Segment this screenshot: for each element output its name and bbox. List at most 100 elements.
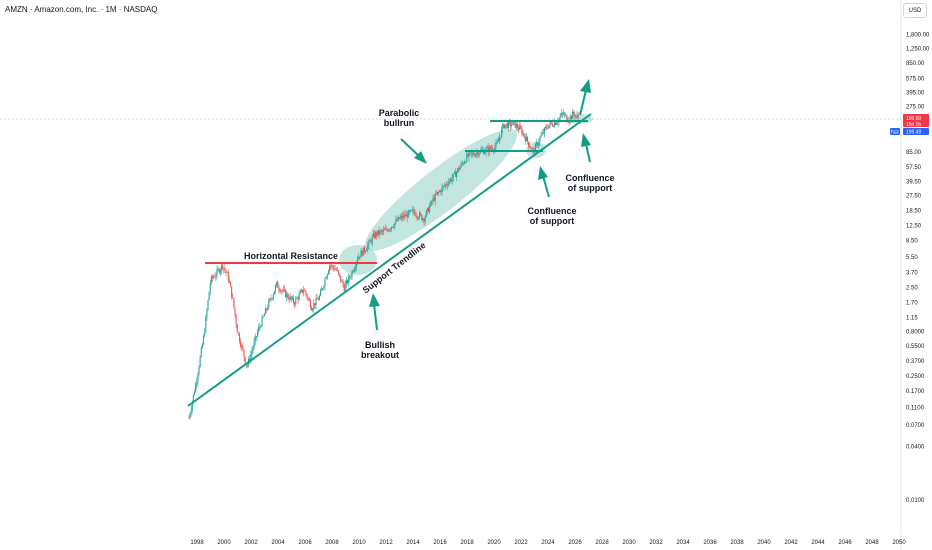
candle-body: [549, 122, 551, 125]
parabolic-label-2: bullrun: [384, 118, 415, 128]
time-axis[interactable]: 1998 2000 2002 2004 2006 2008 2010 2012 2014 2016…: [190, 540, 906, 546]
confluence-arrow-2-icon: [581, 133, 591, 163]
candle-body: [200, 348, 202, 357]
candle-body: [441, 187, 443, 193]
candle-body: [286, 293, 288, 298]
candle-body: [306, 294, 308, 298]
breakout-label-2: breakout: [361, 350, 399, 360]
candle-body: [496, 142, 498, 143]
candle-body: [317, 299, 319, 301]
candle-body: [567, 121, 569, 123]
resistance-label: Horizontal Resistance: [244, 251, 338, 261]
candle-body: [229, 282, 232, 287]
candle-body: [207, 300, 209, 310]
candle-body: [515, 124, 517, 128]
candle-body: [236, 324, 238, 333]
candle-body: [258, 327, 260, 332]
currency-button[interactable]: USD: [903, 3, 927, 18]
candle-body: [201, 344, 203, 349]
candle-body: [223, 267, 225, 269]
candle-body: [291, 297, 293, 300]
x-tick-label: 2002: [244, 540, 258, 546]
candle-body: [324, 278, 326, 286]
candle-body: [386, 228, 388, 230]
x-tick-label: 2012: [379, 540, 393, 546]
candle-body: [190, 409, 192, 414]
candle-body: [218, 269, 220, 273]
candle-body: [314, 303, 316, 306]
candle-body: [277, 281, 279, 288]
candle-body: [315, 298, 317, 306]
tag-price-value: 199.49: [906, 130, 922, 136]
candle-body: [202, 336, 205, 345]
candle-body: [538, 142, 540, 146]
candle-body: [327, 270, 329, 275]
candle-body: [210, 276, 212, 284]
breakout-label-1: Bullish: [365, 340, 395, 350]
candle-body: [476, 152, 478, 154]
candle-body: [278, 287, 280, 290]
candle-body: [438, 191, 440, 193]
candle-body: [552, 125, 554, 127]
candle-body: [555, 122, 557, 125]
candle-body: [331, 265, 333, 267]
candle-body: [544, 127, 547, 128]
candle-body: [352, 271, 354, 272]
candle-body: [370, 240, 372, 243]
candle-body: [427, 207, 430, 212]
candle-body: [287, 293, 289, 299]
candle-body: [310, 307, 313, 311]
candle-body: [249, 358, 251, 361]
candle-body: [394, 222, 396, 227]
candle-body: [487, 147, 489, 153]
candle-body: [195, 384, 197, 393]
candle-body: [452, 173, 454, 178]
candle-body: [376, 232, 378, 236]
candle-body: [562, 113, 565, 115]
candle-body: [561, 113, 563, 114]
candle-body: [363, 247, 365, 252]
candle-body: [565, 114, 567, 116]
candle-body: [390, 226, 392, 230]
candle-body: [490, 148, 493, 150]
candle-body: [197, 374, 199, 382]
candle-body: [548, 124, 550, 129]
candle-body: [444, 184, 446, 186]
candle-body: [522, 133, 524, 135]
candle-body: [574, 113, 576, 117]
candle-body: [551, 123, 553, 126]
candle-body: [297, 297, 299, 300]
y-tick-label: 8.50: [906, 238, 918, 244]
candle-body: [449, 179, 451, 182]
y-tick-label: 18.50: [906, 209, 922, 215]
candle-body: [486, 147, 488, 149]
candle-body: [512, 121, 514, 125]
candle-body: [391, 226, 394, 228]
y-tick-label: 85.00: [906, 150, 922, 156]
price-axis[interactable]: 1,800.00 1,250.00 850.00 575.00 395.00 275.00…: [906, 32, 930, 504]
x-tick-label: 2014: [406, 540, 420, 546]
support-trendline[interactable]: [187, 113, 592, 407]
candle-body: [364, 250, 367, 252]
y-tick-label: 0.1700: [906, 389, 925, 395]
candle-body: [232, 296, 234, 299]
candle-body: [457, 168, 459, 172]
x-tick-label: 2048: [865, 540, 879, 546]
candle-body: [268, 300, 270, 309]
candle-body: [274, 285, 277, 292]
candle-body: [321, 288, 323, 291]
candle-body: [489, 146, 491, 149]
x-tick-label: 2030: [622, 540, 636, 546]
candle-body: [577, 115, 579, 119]
candle-body: [289, 296, 291, 301]
x-tick-label: 2022: [514, 540, 528, 546]
candle-body: [556, 123, 558, 125]
candle-body: [375, 232, 377, 238]
candle-body: [250, 354, 252, 361]
candle-body: [521, 128, 523, 135]
candle-body: [206, 309, 208, 318]
y-tick-label: 0.0100: [906, 498, 925, 504]
tag-price-badge: huz 199.49: [890, 128, 929, 136]
candle-body: [488, 146, 490, 153]
